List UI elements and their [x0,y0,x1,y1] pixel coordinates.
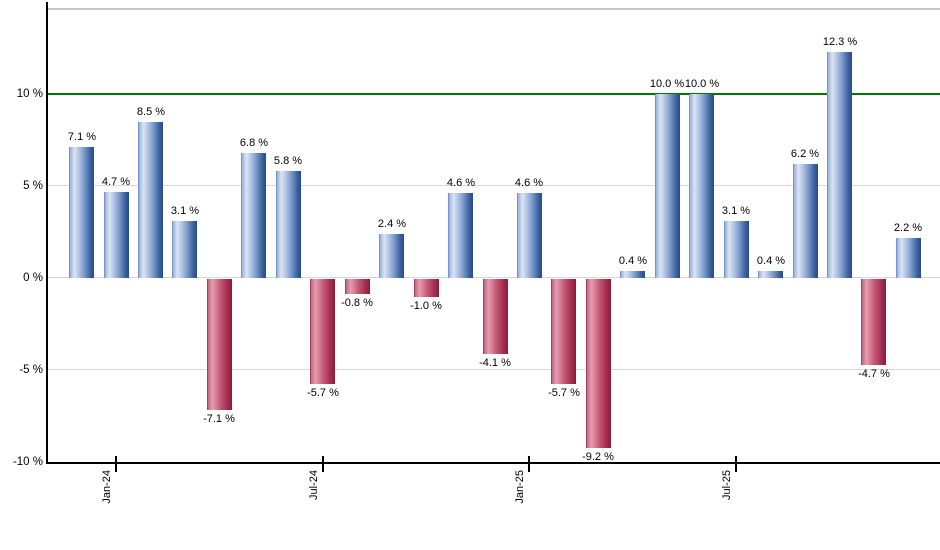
bar-value-label: 2.4 % [377,218,407,230]
bar-positive [517,193,542,278]
bar-positive [724,221,749,278]
bar-negative [207,279,232,410]
gridline-5 [48,185,940,186]
x-axis-line [46,462,940,464]
bar-value-label: -1.0 % [410,300,442,312]
y-tick-label: 10 % [16,88,43,100]
bar-negative [414,279,439,297]
bar-negative [861,279,886,365]
bar-value-label: 3.1 % [170,205,200,217]
y-tick-label: 0 % [23,272,43,284]
bar-positive [827,52,852,278]
gridline-0 [48,277,940,278]
x-tick-mark [115,456,117,472]
bar-positive [758,271,783,278]
bar-positive [689,94,714,278]
bar-value-label: 10.0 % [649,78,685,90]
bar-positive [276,171,301,278]
reference-line-10pct [48,93,940,95]
bar-value-label: 4.7 % [101,176,131,188]
bar-value-label: -4.7 % [858,368,890,380]
bar-positive [104,192,129,278]
y-axis-line [46,2,48,464]
bar-value-label: 0.4 % [756,255,786,267]
bar-negative [345,279,370,294]
gridline--5 [48,369,940,370]
bar-value-label: -4.1 % [479,357,511,369]
x-tick-mark [735,456,737,472]
y-tick-label: -5 % [19,364,43,376]
bar-negative [551,279,576,384]
bar-negative [483,279,508,354]
bar-value-label: 12.3 % [822,36,858,48]
bar-negative [310,279,335,384]
bar-positive [896,238,921,278]
bar-value-label: -7.1 % [203,413,235,425]
y-tick-label: -10 % [12,456,43,468]
bar-value-label: -9.2 % [582,451,614,463]
bar-positive [69,147,94,278]
plot-top-border [48,8,940,10]
bar-positive [620,271,645,278]
bar-value-label: 10.0 % [684,78,720,90]
x-tick-mark [322,456,324,472]
bar-value-label: -5.7 % [548,387,580,399]
x-tick-label: Jan-24 [100,470,114,540]
bar-positive [379,234,404,278]
bar-value-label: 3.1 % [721,205,751,217]
bar-value-label: 6.8 % [239,137,269,149]
bar-value-label: 0.4 % [618,255,648,267]
bar-positive [448,193,473,278]
x-tick-label: Jul-24 [307,470,321,540]
x-tick-label: Jul-25 [720,470,734,540]
x-tick-label-text: Jan-24 [101,470,113,504]
bar-value-label: -0.8 % [341,297,373,309]
bar-positive [793,164,818,278]
x-tick-label-text: Jan-25 [514,470,526,504]
bar-value-label: 5.8 % [273,155,303,167]
bar-value-label: 7.1 % [67,131,97,143]
x-tick-label-text: Jul-25 [721,470,733,500]
x-tick-mark [528,456,530,472]
bar-value-label: 4.6 % [514,177,544,189]
bar-value-label: 8.5 % [136,106,166,118]
bar-positive [241,153,266,278]
bar-value-label: 6.2 % [790,148,820,160]
bar-value-label: -5.7 % [307,387,339,399]
bar-value-label: 2.2 % [893,222,923,234]
bar-positive [172,221,197,278]
bar-positive [138,122,163,278]
x-tick-label: Jan-25 [513,470,527,540]
bar-positive [655,94,680,278]
y-tick-label: 5 % [23,180,43,192]
bar-value-label: 4.6 % [446,177,476,189]
x-tick-label-text: Jul-24 [308,470,320,500]
bar-negative [586,279,611,448]
